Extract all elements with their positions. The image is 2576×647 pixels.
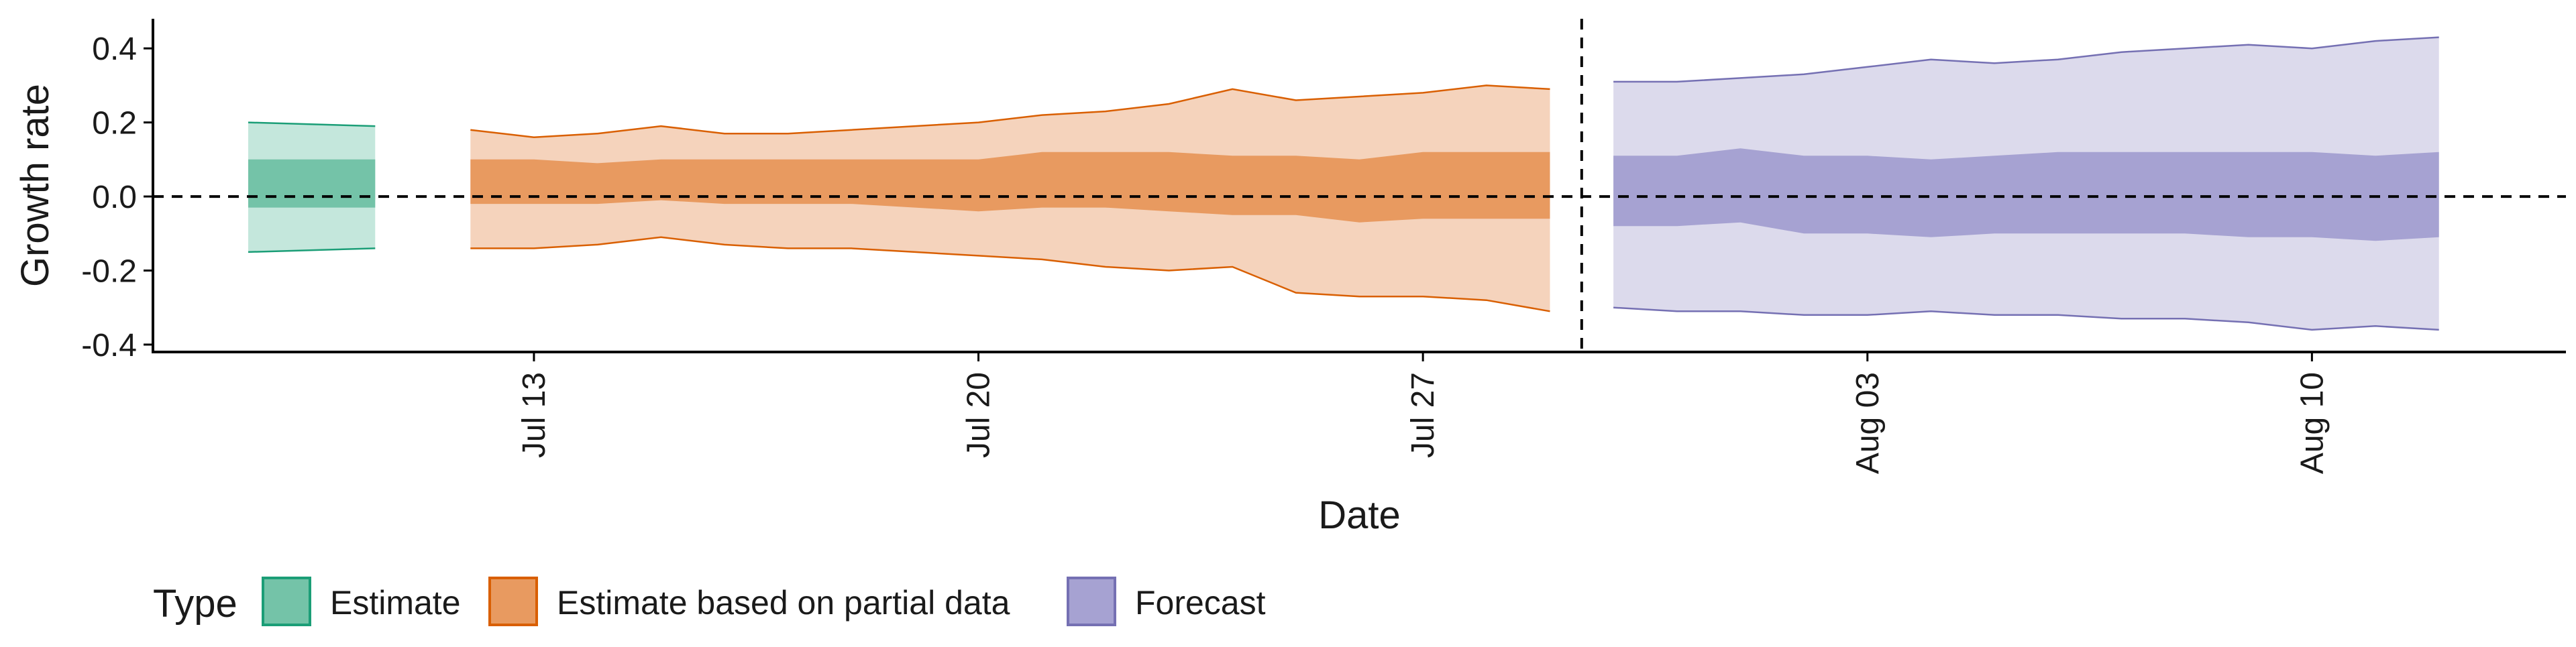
y-tick-label: -0.4 [81,328,137,363]
series-1-inner-ribbon [470,152,1550,223]
x-tick-label: Jul 13 [517,372,552,458]
legend-label-0: Estimate [330,584,461,622]
legend: Type Estimate Estimate based on partial d… [153,577,1266,626]
series-0-upper-edge [248,121,376,127]
y-tick-label: -0.2 [81,254,137,290]
y-tick-label: 0.0 [92,180,137,215]
series-0-lower-edge [248,247,376,253]
series-0-group [248,121,376,253]
series-2-group [1613,36,2439,331]
x-tick-label: Aug 03 [1850,372,1886,474]
legend-swatch-1 [488,577,538,626]
reference-lines [153,19,2566,352]
series-2-inner-ribbon [1613,148,2439,241]
x-tick-label: Aug 10 [2294,372,2330,474]
x-tick-label: Jul 27 [1405,372,1441,458]
series-2-upper-edge [1613,36,2439,83]
y-axis-title: Growth rate [13,84,57,287]
legend-title: Type [153,582,237,626]
legend-swatch-0 [262,577,311,626]
ribbon-layer [248,36,2439,331]
x-tick-label: Jul 20 [961,372,997,458]
series-1-lower-edge [470,236,1550,312]
x-axis-title: Date [1318,493,1401,537]
series-1-group [470,84,1550,312]
legend-swatch-2 [1067,577,1116,626]
axes: -0.4 -0.2 0.0 0.2 0.4 Jul 13 Jul 20 Jul 27 Aug 0… [81,19,2566,474]
series-0-inner-ribbon [248,159,376,208]
legend-label-2: Forecast [1135,584,1266,622]
series-1-upper-edge [470,84,1550,138]
series-2-lower-edge [1613,306,2439,331]
legend-label-1: Estimate based on partial data [557,584,1010,622]
y-tick-label: 0.2 [92,106,137,141]
y-tick-label: 0.4 [92,32,137,67]
